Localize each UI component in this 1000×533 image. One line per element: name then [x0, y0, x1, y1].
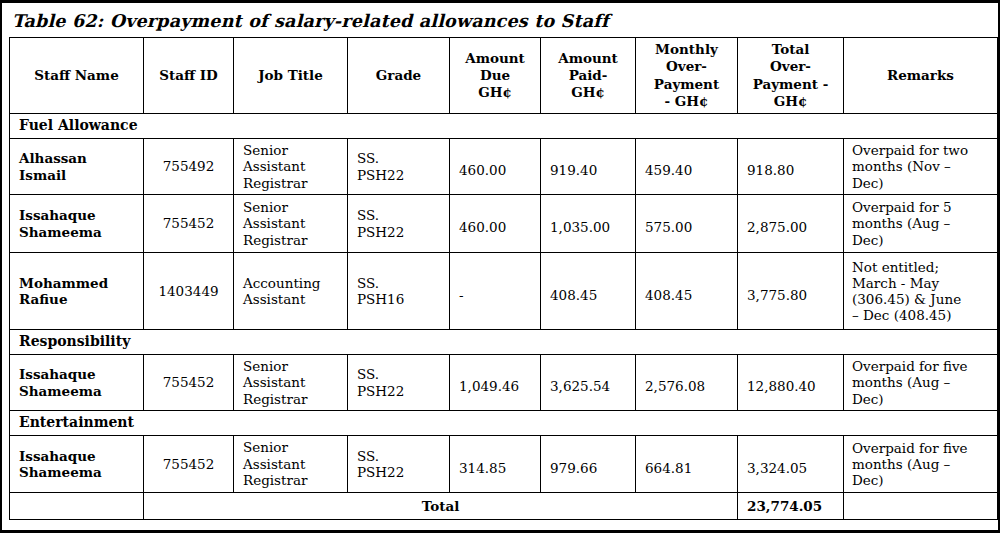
section-row-fuel-allowance: Fuel Allowance: [10, 114, 998, 139]
cell-job-title: Senior Assistant Registrar: [234, 139, 348, 195]
cell-grade: SS. PSH22: [348, 436, 450, 493]
section-title: Fuel Allowance: [10, 114, 998, 139]
cell-staff-name: Mohammed Rafiue: [10, 253, 144, 330]
cell-remarks: Overpaid for 5 months (Aug – Dec): [844, 195, 998, 253]
overpayment-table: Staff Name Staff ID Job Title Grade Amou…: [9, 37, 998, 520]
cell-staff-name: Issahaque Shameema: [10, 436, 144, 493]
cell-monthly-overpayment: 408.45: [636, 253, 738, 330]
cell-grade: SS. PSH16: [348, 253, 450, 330]
cell-grade: SS. PSH22: [348, 355, 450, 411]
col-header-job-title: Job Title: [234, 38, 348, 114]
cell-staff-name: Issahaque Shameema: [10, 195, 144, 253]
cell-job-title: Senior Assistant Registrar: [234, 355, 348, 411]
col-header-total-overpayment: Total Over- Payment - GH¢: [738, 38, 844, 114]
col-header-staff-id: Staff ID: [144, 38, 234, 114]
col-header-staff-name: Staff Name: [10, 38, 144, 114]
total-label: Total: [144, 493, 738, 520]
cell-amount-paid: 919.40: [541, 139, 636, 195]
cell-grade: SS. PSH22: [348, 139, 450, 195]
cell-total-overpayment: 2,875.00: [738, 195, 844, 253]
table-row: Issahaque Shameema 755452 Senior Assista…: [10, 436, 998, 493]
col-header-monthly-overpayment: Monthly Over- Payment - GH¢: [636, 38, 738, 114]
cell-monthly-overpayment: 664.81: [636, 436, 738, 493]
cell-amount-paid: 979.66: [541, 436, 636, 493]
cell-staff-id: 755492: [144, 139, 234, 195]
cell-staff-id: 1403449: [144, 253, 234, 330]
cell-monthly-overpayment: 459.40: [636, 139, 738, 195]
table-header-row: Staff Name Staff ID Job Title Grade Amou…: [10, 38, 998, 114]
table-row: Issahaque Shameema 755452 Senior Assista…: [10, 195, 998, 253]
cell-staff-id: 755452: [144, 436, 234, 493]
report-page: Table 62: Overpayment of salary-related …: [0, 0, 1000, 533]
section-row-responsibility: Responsibility: [10, 330, 998, 355]
cell-job-title: Senior Assistant Registrar: [234, 436, 348, 493]
cell-remarks: Overpaid for two months (Nov – Dec): [844, 139, 998, 195]
total-row: Total 23,774.05: [10, 493, 998, 520]
cell-grade: SS. PSH22: [348, 195, 450, 253]
cell-monthly-overpayment: 575.00: [636, 195, 738, 253]
cell-staff-name: Alhassan Ismail: [10, 139, 144, 195]
section-title: Entertainment: [10, 411, 998, 436]
cell-amount-due: 1,049.46: [450, 355, 541, 411]
col-header-amount-paid: Amount Paid- GH¢: [541, 38, 636, 114]
total-row-empty-remarks-cell: [844, 493, 998, 520]
page-title: Table 62: Overpayment of salary-related …: [12, 11, 998, 31]
col-header-grade: Grade: [348, 38, 450, 114]
cell-total-overpayment: 3,775.80: [738, 253, 844, 330]
cell-amount-due: 460.00: [450, 139, 541, 195]
cell-amount-paid: 1,035.00: [541, 195, 636, 253]
cell-remarks: Overpaid for five months (Aug – Dec): [844, 436, 998, 493]
table-row: Mohammed Rafiue 1403449 Accounting Assis…: [10, 253, 998, 330]
section-title: Responsibility: [10, 330, 998, 355]
cell-remarks: Overpaid for five months (Aug – Dec): [844, 355, 998, 411]
total-value: 23,774.05: [738, 493, 844, 520]
cell-amount-paid: 408.45: [541, 253, 636, 330]
cell-job-title: Senior Assistant Registrar: [234, 195, 348, 253]
cell-job-title: Accounting Assistant: [234, 253, 348, 330]
cell-amount-due: 314.85: [450, 436, 541, 493]
cell-amount-due: 460.00: [450, 195, 541, 253]
cell-remarks: Not entitled; March - May (306.45) & Jun…: [844, 253, 998, 330]
cell-monthly-overpayment: 2,576.08: [636, 355, 738, 411]
cell-staff-id: 755452: [144, 195, 234, 253]
cell-total-overpayment: 3,324.05: [738, 436, 844, 493]
col-header-remarks: Remarks: [844, 38, 998, 114]
cell-total-overpayment: 918.80: [738, 139, 844, 195]
table-row: Issahaque Shameema 755452 Senior Assista…: [10, 355, 998, 411]
section-row-entertainment: Entertainment: [10, 411, 998, 436]
table-row: Alhassan Ismail 755492 Senior Assistant …: [10, 139, 998, 195]
cell-amount-paid: 3,625.54: [541, 355, 636, 411]
cell-staff-name: Issahaque Shameema: [10, 355, 144, 411]
total-row-empty-cell: [10, 493, 144, 520]
cell-staff-id: 755452: [144, 355, 234, 411]
col-header-amount-due: Amount Due GH¢: [450, 38, 541, 114]
cell-amount-due: -: [450, 253, 541, 330]
cell-total-overpayment: 12,880.40: [738, 355, 844, 411]
